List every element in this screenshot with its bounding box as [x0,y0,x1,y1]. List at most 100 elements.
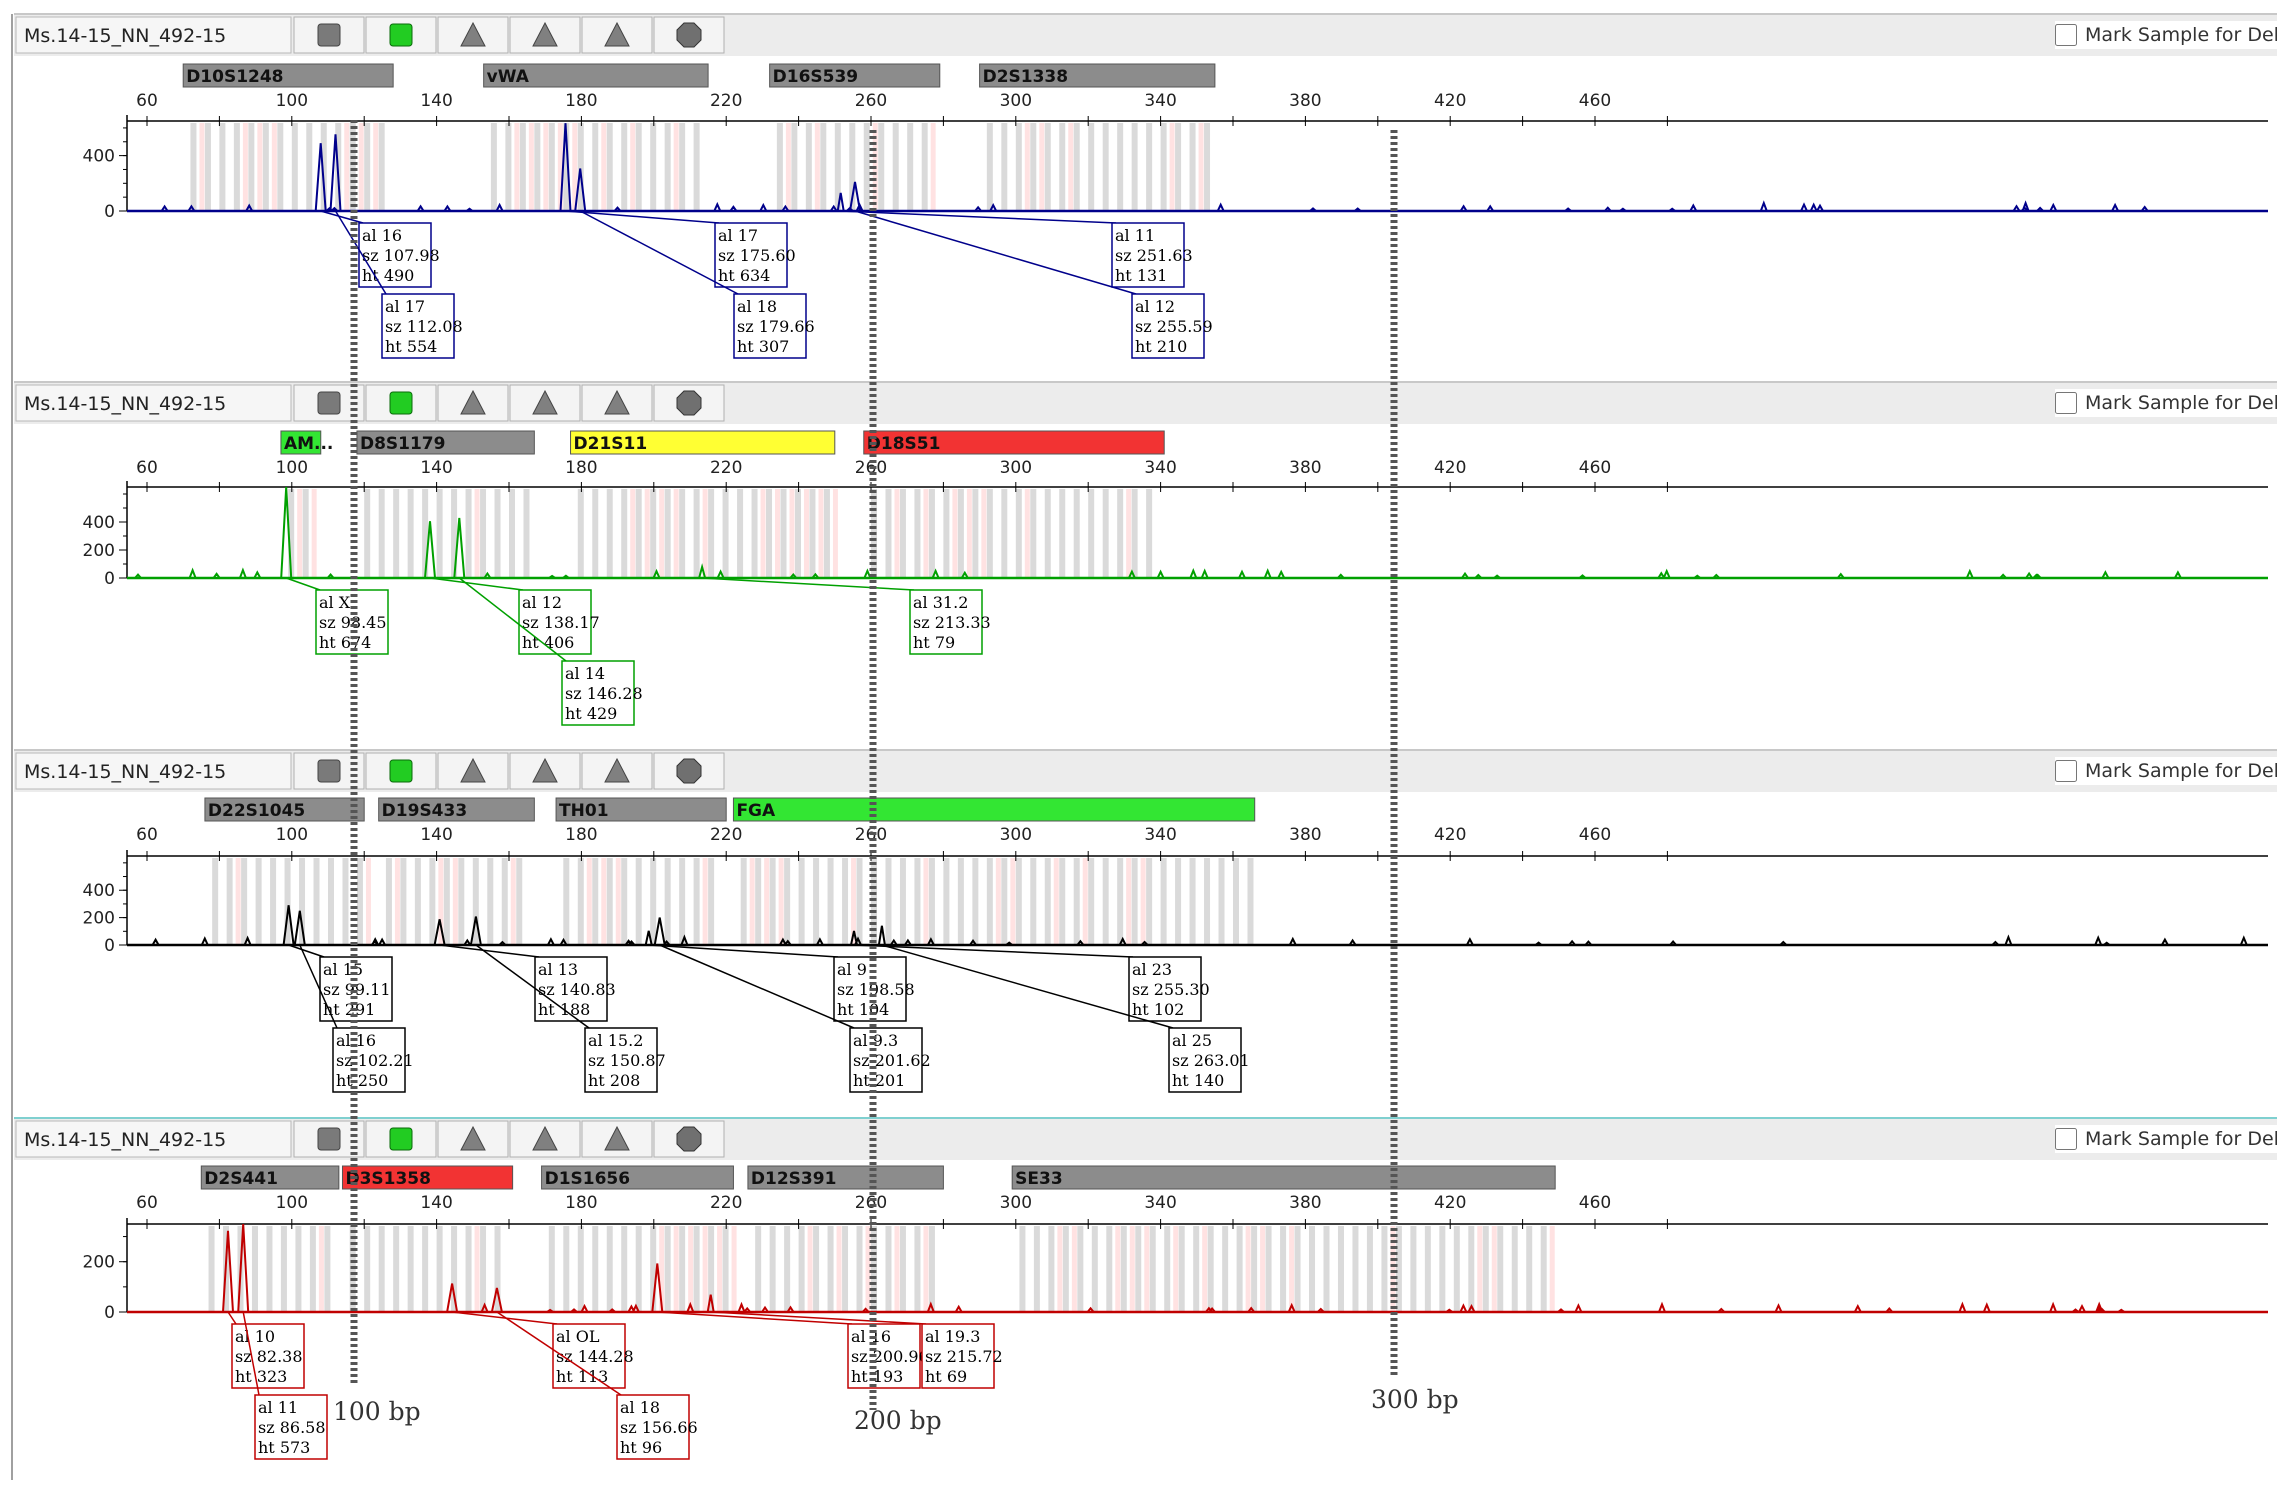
allele-bin [266,1226,273,1312]
virtual-bin [702,1226,708,1312]
reference-label-100: 100 bp [333,1397,421,1426]
marker-bar: D2S1338 [979,63,1216,88]
sample-name-field[interactable]: Ms.14-15_NN_492-15 [15,16,292,54]
mark-sample-checkbox-4[interactable]: Mark Sample for Dele [2055,1125,2277,1153]
toolbar-button-3[interactable] [437,752,509,790]
toolbar-button-4[interactable] [509,752,581,790]
allele-bin [1233,858,1239,945]
toolbar-button-1[interactable] [293,16,365,54]
peak-label-box [1131,293,1205,359]
peak-leader-line [458,577,567,662]
mark-sample-checkbox-2[interactable]: Mark Sample for Dele [2055,389,2277,417]
toolbar-button-2[interactable] [365,752,437,790]
green-square-icon [389,23,413,47]
peak-leader-line [648,944,839,958]
mark-sample-checkbox-input[interactable] [2055,392,2077,414]
allele-bin [577,489,584,578]
allele-bin [451,1226,458,1312]
mark-sample-checkbox-input[interactable] [2055,24,2077,46]
virtual-bin [630,123,636,211]
peak-label-line: al X [319,593,351,612]
allele-bin [679,123,686,211]
toolbar-button-5[interactable] [581,1120,653,1158]
toolbar-button-6[interactable] [653,384,725,422]
mark-sample-checkbox-1[interactable]: Mark Sample for Dele [2055,21,2277,49]
allele-bin [465,489,472,578]
toolbar-button-2[interactable] [365,1120,437,1158]
sample-name-field[interactable]: Ms.14-15_NN_492-15 [15,752,292,790]
allele-bin [986,123,993,211]
peak-label-line: al 23 [1132,960,1172,979]
triangle-icon [532,1125,558,1151]
mark-sample-checkbox-input[interactable] [2055,1128,2077,1150]
toolbar-button-6[interactable] [653,752,725,790]
allele-bin [1352,1226,1359,1312]
peak-leader-line [242,1311,260,1396]
allele-bin [480,1226,487,1312]
allele-bin [251,1226,258,1312]
allele-bin [1175,123,1182,211]
allele-bin [1044,489,1051,578]
allele-bin [414,858,421,945]
marker-label: SE33 [1015,1169,1063,1189]
x-tick-label: 60 [136,91,158,111]
allele-bin [295,1226,302,1312]
marker-label: D10S1248 [186,67,283,87]
marker-rect [378,797,535,822]
allele-bin [436,489,443,578]
marker-bar: D19S433 [378,797,535,822]
allele-bin [740,858,747,945]
mark-sample-checkbox-3[interactable]: Mark Sample for Dele [2055,757,2277,785]
allele-bin [548,123,555,211]
toolbar-button-5[interactable] [581,384,653,422]
sample-name-field[interactable]: Ms.14-15_NN_492-15 [15,384,292,422]
allele-bin [621,858,628,945]
toolbar-button-3[interactable] [437,1120,509,1158]
peak-label-line: ht 113 [556,1367,608,1386]
allele-bin [407,1226,414,1312]
virtual-bin [318,1226,324,1312]
toolbar-button-1[interactable] [293,1120,365,1158]
toolbar-button-3[interactable] [437,16,509,54]
virtual-bin [807,1226,813,1312]
marker-label: FGA [736,801,776,821]
allele-bin [1015,123,1022,211]
toolbar-button-6[interactable] [653,1120,725,1158]
toolbar-button-2[interactable] [365,384,437,422]
allele-bin [1030,858,1037,945]
allele-bin [291,123,298,211]
allele-bin [277,123,284,211]
allele-bin [650,858,657,945]
toolbar-button-4[interactable] [509,16,581,54]
toolbar-button-5[interactable] [581,16,653,54]
toolbar-button-3[interactable] [437,384,509,422]
virtual-bin [344,123,350,211]
allele-bin [1102,489,1109,578]
toolbar-button-4[interactable] [509,1120,581,1158]
allele-bin [1164,1226,1171,1312]
allele-bin [407,489,414,578]
virtual-bin [952,489,958,578]
virtual-bin [1115,1226,1121,1312]
allele-bin [400,858,407,945]
toolbar-button-6[interactable] [653,16,725,54]
stop-square-icon [317,23,341,47]
mark-sample-checkbox-input[interactable] [2055,760,2077,782]
allele-bin [928,489,935,578]
toolbar-button-5[interactable] [581,752,653,790]
allele-bin [928,1226,935,1312]
sample-name-box [15,1120,292,1158]
allele-bin [516,858,523,945]
sample-name-field[interactable]: Ms.14-15_NN_492-15 [15,1120,292,1158]
allele-bin [364,489,371,578]
sample-name: Ms.14-15_NN_492-15 [24,393,226,415]
toolbar-button-4[interactable] [509,384,581,422]
toolbar-button-2[interactable] [365,16,437,54]
allele-bin [813,858,820,945]
peak-leader-line [710,1311,927,1325]
peak-label-line: ht 69 [925,1367,967,1386]
marker-bar: D3S1358 [341,1165,514,1190]
allele-bin [1001,489,1008,578]
